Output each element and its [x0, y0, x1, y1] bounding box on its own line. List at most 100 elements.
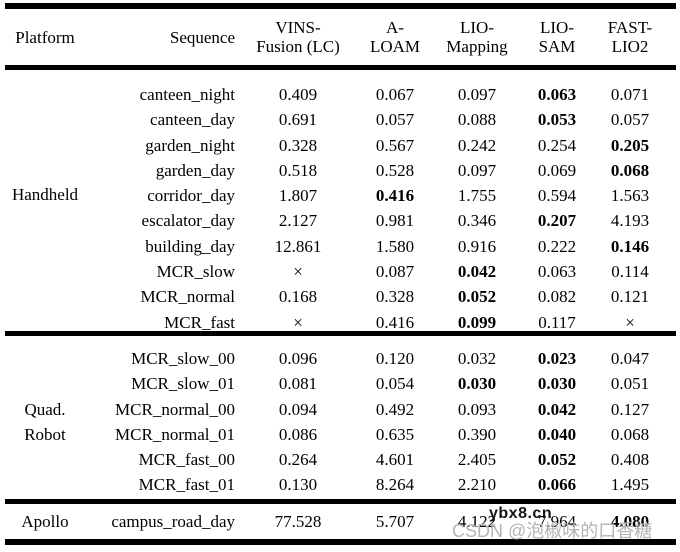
value-cell: 0.409 [278, 85, 318, 104]
table-row: MCR_fast × 0.416 0.099 0.117 × [85, 310, 676, 335]
value-cell: 0.057 [610, 110, 650, 130]
value-cell: 0.052 [537, 450, 577, 470]
value-cell: 0.981 [375, 211, 415, 231]
platform-label: Handheld [5, 182, 85, 207]
table-row: MCR_fast_01 0.130 8.264 2.210 0.066 1.495 [85, 472, 676, 497]
value-cell: 0.071 [610, 85, 650, 104]
value-cell: 0.121 [610, 287, 650, 307]
value-cell: 0.518 [278, 160, 318, 180]
value-cell: 0.063 [537, 85, 577, 104]
value-cell: 1.580 [375, 236, 415, 256]
value-cell: 0.416 [375, 312, 415, 332]
value-cell: 0.053 [537, 110, 577, 130]
value-cell: 0.047 [610, 349, 650, 368]
platform-label-line: Handheld [11, 185, 79, 204]
sequence-cell: garden_night [145, 135, 235, 155]
value-cell: 7.964 [537, 512, 577, 531]
table-row: MCR_fast_00 0.264 4.601 2.405 0.052 0.408 [85, 447, 676, 472]
header-line: FAST- [607, 18, 653, 37]
value-cell: 0.023 [537, 349, 577, 368]
header-line: Fusion (LC) [256, 37, 340, 56]
value-cell: 0.117 [538, 312, 576, 332]
header-line: Mapping [446, 37, 508, 56]
value-cell: 0.054 [375, 374, 415, 394]
table-row: MCR_normal 0.168 0.328 0.052 0.082 0.121 [85, 284, 676, 309]
value-cell: 2.210 [457, 475, 497, 495]
sequence-cell: MCR_fast [164, 312, 235, 332]
value-cell: 0.087 [375, 262, 415, 282]
value-cell: 0.052 [457, 287, 497, 307]
value-cell: 0.093 [457, 399, 497, 419]
value-cell: 0.242 [457, 135, 497, 155]
value-cell: 2.405 [457, 450, 497, 470]
value-cell: 0.528 [375, 160, 415, 180]
failure-mark: × [293, 262, 303, 282]
sequence-cell: garden_day [155, 160, 235, 180]
value-cell: 0.030 [457, 374, 497, 394]
value-cell: 0.916 [457, 236, 497, 256]
value-cell: 0.066 [537, 475, 577, 495]
platform-label-line: Robot [24, 424, 66, 444]
value-cell: 0.168 [278, 287, 318, 307]
value-cell: 0.042 [457, 262, 497, 282]
value-cell: 0.120 [375, 349, 415, 368]
value-cell: 4.080 [610, 512, 650, 531]
value-cell: 0.635 [375, 424, 415, 444]
value-cell: 0.068 [610, 424, 650, 444]
value-cell: 4.193 [610, 211, 650, 231]
value-cell: 0.130 [278, 475, 318, 495]
value-cell: 0.408 [610, 450, 650, 470]
table-row: MCR_slow × 0.087 0.042 0.063 0.114 [85, 259, 676, 284]
header-line: LOAM [369, 37, 421, 56]
header-method-fast-lio2: FAST- LIO2 [591, 18, 669, 56]
value-cell: 12.861 [274, 236, 322, 256]
sequence-cell: MCR_slow_00 [131, 349, 235, 368]
header-sequence: Sequence [169, 27, 235, 47]
section-apollo: Apollo campus_road_day 77.528 5.707 4.122 7.… [5, 509, 676, 535]
sequence-cell: canteen_day [150, 110, 235, 130]
sequence-cell: MCR_normal_00 [115, 399, 235, 419]
platform-label-line: Quad. [24, 399, 66, 419]
header-line: VINS- [275, 18, 321, 37]
value-cell: 1.807 [278, 186, 318, 206]
value-cell: 0.207 [537, 211, 577, 231]
table-row: corridor_day 1.807 0.416 1.755 0.594 1.563 [85, 183, 676, 208]
section-rows: campus_road_day 77.528 5.707 4.122 7.964 4.08… [85, 509, 676, 535]
value-cell: 0.068 [610, 160, 650, 180]
table-row: canteen_night 0.409 0.067 0.097 0.063 0.071 [85, 82, 676, 107]
value-cell: 0.567 [375, 135, 415, 155]
table-rule-mid-2 [5, 499, 676, 504]
watermark-url-text: ybx8.cn [489, 505, 553, 522]
sequence-cell: MCR_fast_00 [138, 450, 235, 470]
table-header-row: Platform Sequence VINS- Fusion (LC) A- L… [5, 9, 676, 65]
header-platform: Platform [15, 27, 75, 47]
section-handheld: Handheld canteen_night 0.409 0.067 0.097 0.0… [5, 82, 676, 335]
table-rule-below-header [5, 65, 676, 70]
value-cell: 0.127 [610, 399, 650, 419]
table-row: building_day 12.861 1.580 0.916 0.222 0.146 [85, 234, 676, 259]
section-rows: canteen_night 0.409 0.067 0.097 0.063 0.071 ca… [85, 82, 676, 335]
platform-label-line: Apollo [21, 512, 69, 531]
sequence-cell: building_day [145, 236, 235, 256]
watermark-csdn-text: CSDN @泡椒味的口香糖 [452, 521, 653, 541]
value-cell: 0.594 [537, 186, 577, 206]
platform-label: Apollo [5, 509, 85, 534]
value-cell: 0.254 [537, 135, 577, 155]
value-cell: 4.122 [457, 512, 497, 531]
section-rows: MCR_slow_00 0.096 0.120 0.032 0.023 0.047 MCR_… [85, 346, 676, 498]
table-row: MCR_normal_01 0.086 0.635 0.390 0.040 0.068 [85, 422, 676, 447]
sequence-cell: MCR_slow_01 [131, 374, 235, 394]
value-cell: 0.264 [278, 450, 318, 470]
value-cell: 0.146 [610, 236, 650, 256]
table-row: canteen_day 0.691 0.057 0.088 0.053 0.057 [85, 107, 676, 132]
value-cell: 1.755 [457, 186, 497, 206]
table-row: escalator_day 2.127 0.981 0.346 0.207 4.193 [85, 208, 676, 233]
section-quad-robot: Quad. Robot MCR_slow_00 0.096 0.120 0.032 0.0… [5, 346, 676, 498]
header-line: LIO- [460, 18, 494, 37]
value-cell: 0.205 [610, 135, 650, 155]
sequence-cell: MCR_fast_01 [138, 475, 235, 495]
failure-mark: × [293, 312, 303, 332]
value-cell: 0.032 [457, 349, 497, 368]
value-cell: 0.492 [375, 399, 415, 419]
